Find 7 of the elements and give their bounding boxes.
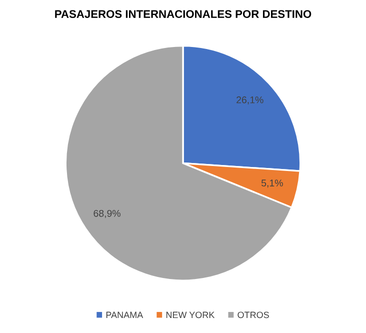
data-label: 5,1% — [261, 180, 283, 188]
data-label: 26,1% — [236, 96, 264, 104]
legend-label: PANAMA — [106, 312, 144, 318]
legend-label: NEW YORK — [166, 312, 215, 318]
legend-label: OTROS — [238, 312, 269, 318]
data-label: 68,9% — [94, 210, 120, 218]
chart-title: PASAJEROS INTERNACIONALES POR DESTINO — [55, 10, 312, 18]
